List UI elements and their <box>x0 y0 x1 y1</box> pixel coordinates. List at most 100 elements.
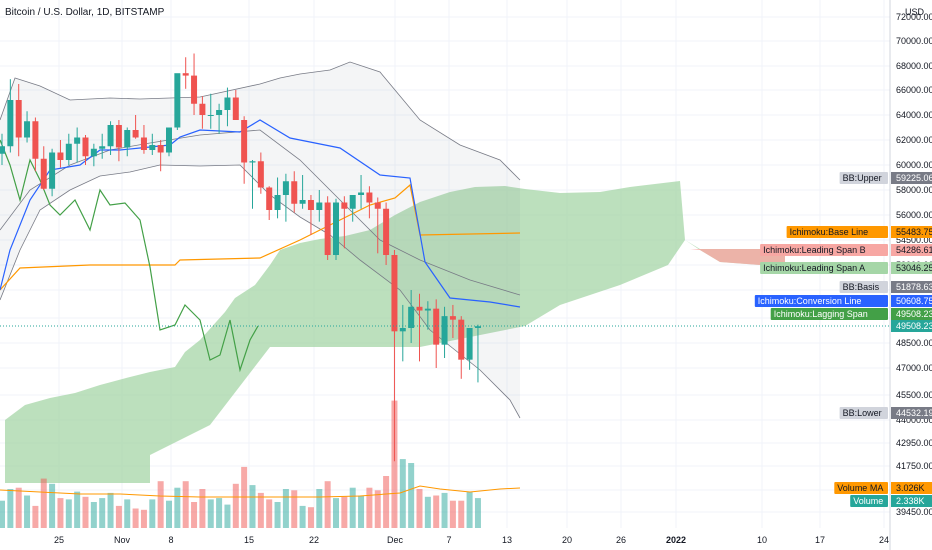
y-tick-label: 60000.00 <box>896 160 932 170</box>
volume-bar <box>57 498 64 528</box>
volume-bar <box>416 489 423 528</box>
candle-body <box>466 328 473 360</box>
volume-bar <box>74 491 81 528</box>
x-tick-label: 26 <box>616 535 626 545</box>
candle <box>132 115 139 139</box>
candle-body <box>449 316 456 320</box>
candle-body <box>474 326 481 328</box>
series-value-tag <box>891 281 932 293</box>
last-price-text: 49508.23 <box>896 321 932 331</box>
series-name-text: Ichimoku:Base Line <box>790 227 869 237</box>
volume-bar <box>408 463 415 528</box>
candle-body <box>99 146 106 149</box>
volume-bar <box>391 400 398 528</box>
candle <box>140 125 147 154</box>
volume-bar <box>257 492 264 528</box>
volume-bar <box>282 489 289 528</box>
series-name-text: Ichimoku:Lagging Span <box>774 309 868 319</box>
series-name-tag <box>770 308 888 320</box>
volume-bar <box>249 485 256 528</box>
series-value-tag <box>891 482 932 494</box>
bb-upper-line <box>0 61 521 181</box>
candle <box>0 133 5 165</box>
series-value-text: 50608.75 <box>896 296 932 306</box>
candle <box>90 143 97 167</box>
series-value-tag <box>891 172 932 184</box>
x-tick-label: 13 <box>502 535 512 545</box>
volume-bar <box>424 496 431 528</box>
volume-bar <box>474 498 481 528</box>
candle-body <box>408 306 415 328</box>
series-value-tag <box>891 308 932 320</box>
candle <box>257 152 264 194</box>
series-name-text: Ichimoku:Conversion Line <box>758 296 862 306</box>
candle-body <box>316 202 323 210</box>
chart-title: Bitcoin / U.S. Dollar, 1D, BITSTAMP <box>5 7 165 18</box>
ichimoku-lagging-span <box>0 139 259 373</box>
volume-bar <box>232 483 239 528</box>
volume-bar <box>174 487 181 528</box>
indicator-lines <box>0 119 521 373</box>
candle <box>399 304 406 362</box>
candle-body <box>40 158 47 189</box>
series-value-text: 53046.25 <box>896 263 932 273</box>
y-tick-label: 66000.00 <box>896 85 932 95</box>
candle <box>391 250 398 462</box>
ichimoku-base-line <box>0 183 521 291</box>
volume-bar <box>316 489 323 528</box>
candle-body <box>24 121 31 138</box>
candle-body <box>216 110 223 115</box>
volume-bar <box>90 502 97 528</box>
series-value-text: 49508.23 <box>896 309 932 319</box>
candle <box>408 290 415 343</box>
candle-body <box>32 121 39 159</box>
candle <box>274 177 281 219</box>
volume-bar <box>299 505 306 528</box>
x-tick-label: Nov <box>114 535 131 545</box>
series-value-text: 54286.61 <box>896 245 932 255</box>
candle <box>333 198 339 260</box>
candle-body <box>416 306 423 311</box>
volume-bar <box>24 495 31 528</box>
candle-body <box>232 97 239 120</box>
series-name-text: BB:Lower <box>843 408 882 418</box>
series-name-tag <box>760 244 888 256</box>
volume-bar <box>307 507 314 528</box>
x-tick-label: 25 <box>54 535 64 545</box>
candle <box>341 196 348 249</box>
volume-bar <box>433 495 440 528</box>
candle <box>458 316 465 379</box>
series-value-text: 3.026K <box>896 483 925 493</box>
volume-bar <box>149 499 156 528</box>
currency-label: USD <box>905 7 925 17</box>
candle-body <box>174 73 181 128</box>
y-tick-label: 47000.00 <box>896 363 932 373</box>
series-value-text: 44532.19 <box>896 408 932 418</box>
x-tick-label: 17 <box>815 535 825 545</box>
candle-body <box>349 195 356 209</box>
y-tick-label: 45500.00 <box>896 390 932 400</box>
bb-basis-line <box>0 129 521 296</box>
volume-bar <box>7 489 14 528</box>
price-axis[interactable] <box>890 0 932 550</box>
candle-body <box>383 208 390 255</box>
candle-body <box>182 73 189 76</box>
candle-body <box>366 192 373 203</box>
candle-body <box>15 100 22 138</box>
volume-bar <box>399 459 406 528</box>
candlesticks[interactable] <box>0 53 481 462</box>
volume-bar <box>107 492 114 528</box>
candle-body <box>324 202 331 255</box>
candle <box>124 127 131 157</box>
series-value-text: 2.338K <box>896 496 925 506</box>
volume-bar <box>216 498 223 528</box>
x-tick-label: 7 <box>446 535 451 545</box>
volume-bar <box>383 476 390 528</box>
candle <box>157 140 164 172</box>
candle-body <box>157 145 164 153</box>
volume-bar <box>115 505 122 528</box>
candle <box>174 73 181 130</box>
volume-bar <box>207 499 214 528</box>
candle <box>474 324 481 383</box>
